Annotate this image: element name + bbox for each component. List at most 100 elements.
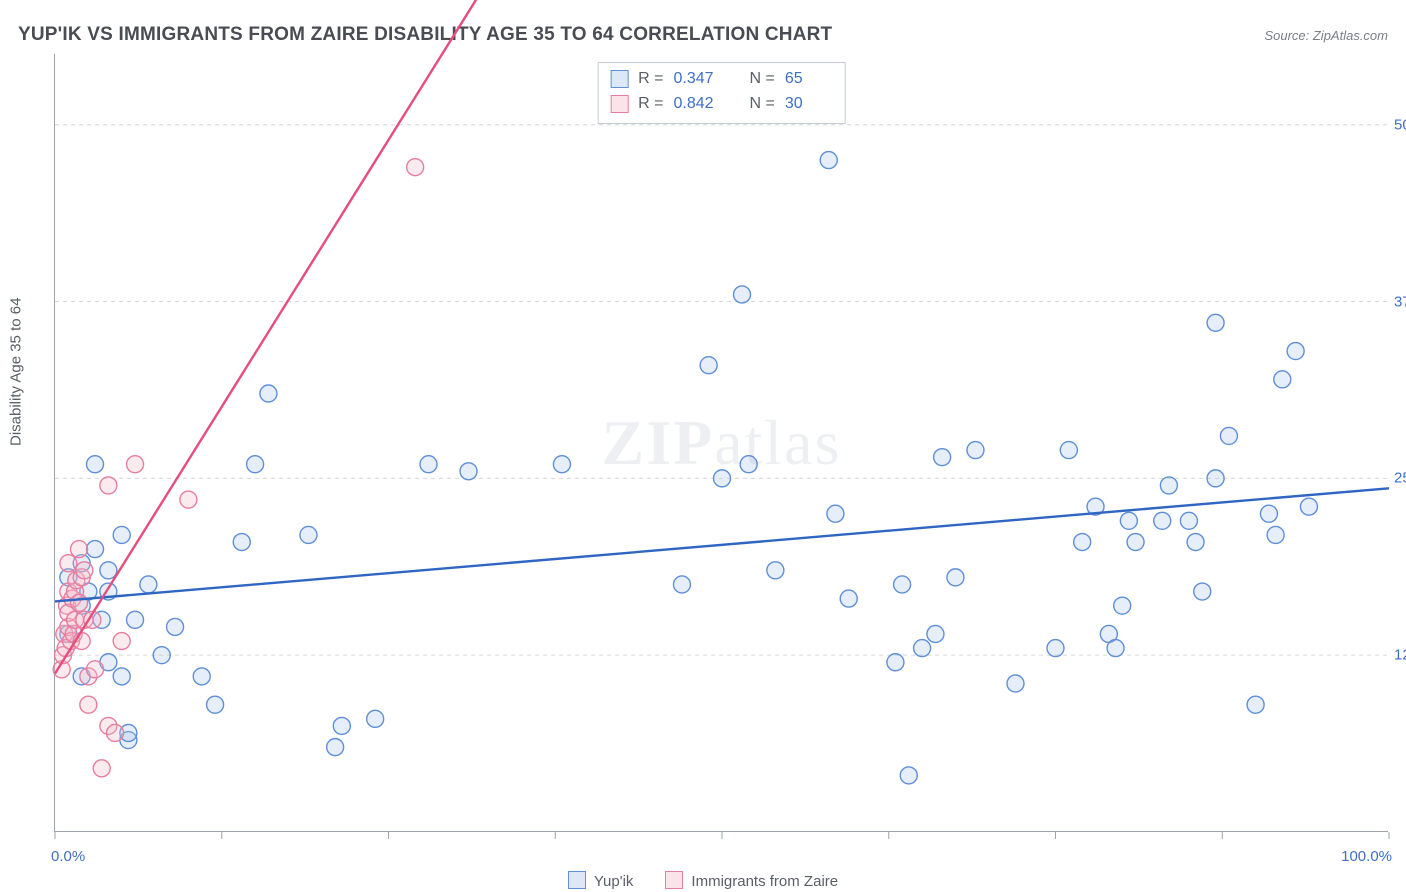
data-point-zaire xyxy=(93,760,110,777)
data-point-zaire xyxy=(113,633,130,650)
stats-row: R =0.842N =30 xyxy=(610,92,833,117)
data-point-yupik xyxy=(734,286,751,303)
y-tick-label: 50.0% xyxy=(1394,116,1406,133)
legend-label: Immigrants from Zaire xyxy=(691,873,838,890)
data-point-yupik xyxy=(327,739,344,756)
source-name: ZipAtlas.com xyxy=(1313,28,1388,43)
data-point-zaire xyxy=(60,555,77,572)
data-point-yupik xyxy=(673,576,690,593)
y-axis-label: Disability Age 35 to 64 xyxy=(8,298,25,446)
stats-n-value: 30 xyxy=(785,92,833,117)
stats-r-key: R = xyxy=(638,67,663,92)
data-point-yupik xyxy=(1114,597,1131,614)
stats-r-key: R = xyxy=(638,92,663,117)
data-point-yupik xyxy=(153,647,170,664)
data-point-yupik xyxy=(1300,498,1317,515)
data-point-yupik xyxy=(1074,534,1091,551)
data-point-yupik xyxy=(140,576,157,593)
stats-r-value: 0.347 xyxy=(674,67,722,92)
data-point-yupik xyxy=(1180,512,1197,529)
chart-header: YUP'IK VS IMMIGRANTS FROM ZAIRE DISABILI… xyxy=(18,24,1388,54)
data-point-yupik xyxy=(740,456,757,473)
data-point-yupik xyxy=(247,456,264,473)
data-point-yupik xyxy=(167,618,184,635)
data-point-zaire xyxy=(107,724,124,741)
legend-label: Yup'ik xyxy=(594,873,634,890)
data-point-zaire xyxy=(100,477,117,494)
data-point-yupik xyxy=(233,534,250,551)
chart-container: YUP'IK VS IMMIGRANTS FROM ZAIRE DISABILI… xyxy=(0,0,1406,892)
data-point-yupik xyxy=(87,456,104,473)
data-point-zaire xyxy=(76,562,93,579)
data-point-zaire xyxy=(71,594,88,611)
stats-n-key: N = xyxy=(750,67,775,92)
data-point-zaire xyxy=(71,541,88,558)
data-point-yupik xyxy=(1247,696,1264,713)
data-point-yupik xyxy=(1127,534,1144,551)
data-point-yupik xyxy=(967,442,984,459)
y-tick-label: 12.5% xyxy=(1394,647,1406,664)
data-point-yupik xyxy=(420,456,437,473)
plot-area: ZIPatlas R =0.347N =65R =0.842N =30 12.5… xyxy=(54,54,1388,832)
data-point-yupik xyxy=(1107,640,1124,657)
data-point-yupik xyxy=(1060,442,1077,459)
legend-item: Yup'ik xyxy=(568,871,634,890)
data-point-yupik xyxy=(1274,371,1291,388)
data-point-yupik xyxy=(840,590,857,607)
data-point-yupik xyxy=(827,505,844,522)
legend-item: Immigrants from Zaire xyxy=(665,871,838,890)
chart-title: YUP'IK VS IMMIGRANTS FROM ZAIRE DISABILI… xyxy=(18,24,832,46)
data-point-zaire xyxy=(87,661,104,678)
regression-line-zaire xyxy=(55,0,495,674)
data-point-zaire xyxy=(80,696,97,713)
data-point-yupik xyxy=(947,569,964,586)
data-point-yupik xyxy=(900,767,917,784)
bottom-legend: Yup'ik Immigrants from Zaire xyxy=(0,871,1406,890)
stats-legend-box: R = 0.347 N = 65R = 0.842 N = 30 xyxy=(597,62,846,124)
data-point-yupik xyxy=(113,668,130,685)
data-point-yupik xyxy=(127,611,144,628)
data-point-yupik xyxy=(1154,512,1171,529)
y-tick-label: 25.0% xyxy=(1394,470,1406,487)
legend-swatch-icon xyxy=(610,95,628,113)
scatter-plot-svg xyxy=(55,54,1388,831)
source-prefix: Source: xyxy=(1264,28,1312,43)
data-point-yupik xyxy=(1120,512,1137,529)
data-point-yupik xyxy=(934,449,951,466)
data-point-yupik xyxy=(113,526,130,543)
legend-swatch-icon xyxy=(665,871,683,889)
data-point-yupik xyxy=(1047,640,1064,657)
stats-n-value: 65 xyxy=(785,67,833,92)
data-point-yupik xyxy=(100,562,117,579)
data-point-yupik xyxy=(1260,505,1277,522)
data-point-yupik xyxy=(1220,427,1237,444)
data-point-yupik xyxy=(1267,526,1284,543)
data-point-yupik xyxy=(333,717,350,734)
data-point-yupik xyxy=(714,470,731,487)
data-point-yupik xyxy=(820,152,837,169)
chart-source: Source: ZipAtlas.com xyxy=(1264,28,1388,43)
stats-row: R = 0.347 N = 65 xyxy=(610,67,833,92)
data-point-yupik xyxy=(1207,314,1224,331)
data-point-yupik xyxy=(207,696,224,713)
data-point-yupik xyxy=(193,668,210,685)
legend-swatch-icon xyxy=(610,70,628,88)
data-point-yupik xyxy=(914,640,931,657)
data-point-yupik xyxy=(1007,675,1024,692)
data-point-yupik xyxy=(1194,583,1211,600)
data-point-yupik xyxy=(553,456,570,473)
data-point-yupik xyxy=(700,357,717,374)
data-point-yupik xyxy=(927,625,944,642)
data-point-yupik xyxy=(1207,470,1224,487)
data-point-zaire xyxy=(180,491,197,508)
data-point-yupik xyxy=(1287,343,1304,360)
data-point-zaire xyxy=(127,456,144,473)
data-point-yupik xyxy=(887,654,904,671)
data-point-yupik xyxy=(1187,534,1204,551)
x-min-label: 0.0% xyxy=(51,848,85,865)
y-tick-label: 37.5% xyxy=(1394,293,1406,310)
legend-swatch-icon xyxy=(568,871,586,889)
data-point-yupik xyxy=(367,710,384,727)
data-point-yupik xyxy=(460,463,477,480)
stats-r-value: 0.842 xyxy=(674,92,722,117)
